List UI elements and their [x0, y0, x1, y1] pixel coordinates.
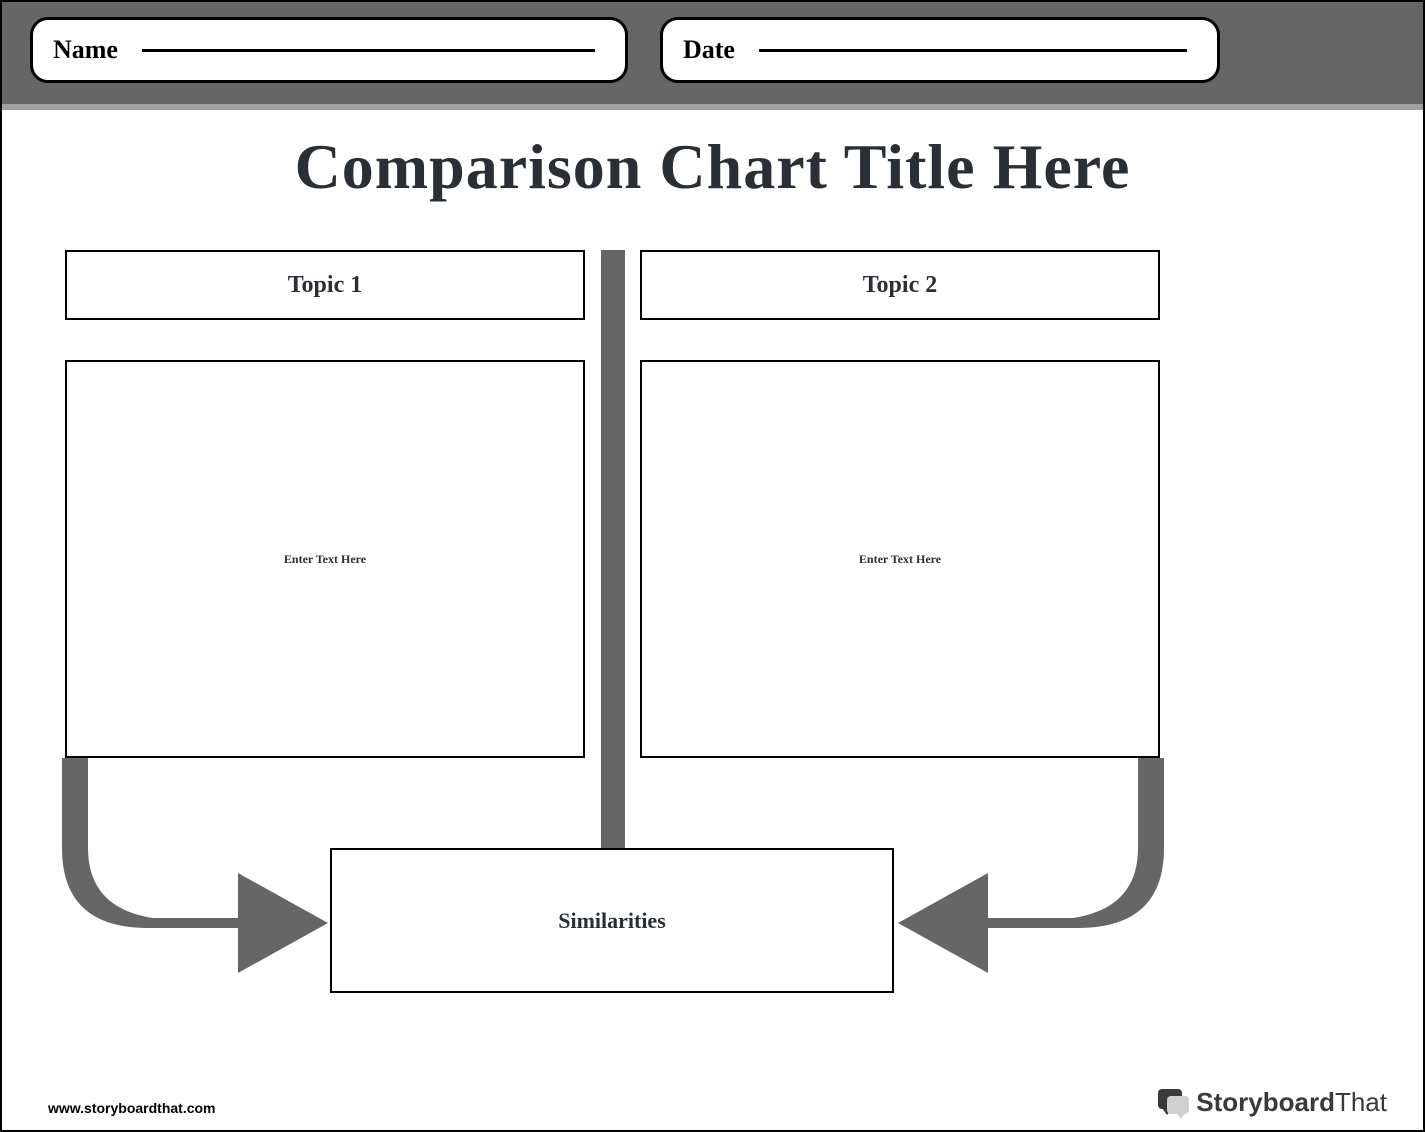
- vertical-divider: [601, 250, 625, 848]
- topic1-content-box[interactable]: Enter Text Here: [65, 360, 585, 758]
- arrow-left-icon: [58, 758, 338, 978]
- header-strip: [2, 104, 1423, 110]
- date-field-container: Date: [660, 17, 1220, 83]
- name-input-line[interactable]: [142, 49, 595, 52]
- topic2-content-box[interactable]: Enter Text Here: [640, 360, 1160, 758]
- topic2-placeholder: Enter Text Here: [859, 552, 941, 567]
- footer-logo: StoryboardThat: [1158, 1087, 1387, 1118]
- topic2-header[interactable]: Topic 2: [640, 250, 1160, 320]
- similarities-box[interactable]: Similarities: [330, 848, 894, 993]
- storyboard-logo-icon: [1158, 1089, 1190, 1117]
- date-input-line[interactable]: [759, 49, 1187, 52]
- date-label: Date: [683, 35, 735, 65]
- name-field-container: Name: [30, 17, 628, 83]
- topic1-header-label: Topic 1: [288, 272, 362, 299]
- chart-title[interactable]: Comparison Chart Title Here: [0, 130, 1425, 204]
- logo-text-bold: Storyboard: [1196, 1087, 1335, 1118]
- footer-url: www.storyboardthat.com: [48, 1100, 216, 1116]
- arrow-right-icon: [888, 758, 1168, 978]
- topic1-header[interactable]: Topic 1: [65, 250, 585, 320]
- name-label: Name: [53, 35, 118, 65]
- logo-text-light: That: [1335, 1087, 1387, 1118]
- topic1-placeholder: Enter Text Here: [284, 552, 366, 567]
- topic2-header-label: Topic 2: [863, 272, 937, 299]
- similarities-label: Similarities: [558, 908, 666, 934]
